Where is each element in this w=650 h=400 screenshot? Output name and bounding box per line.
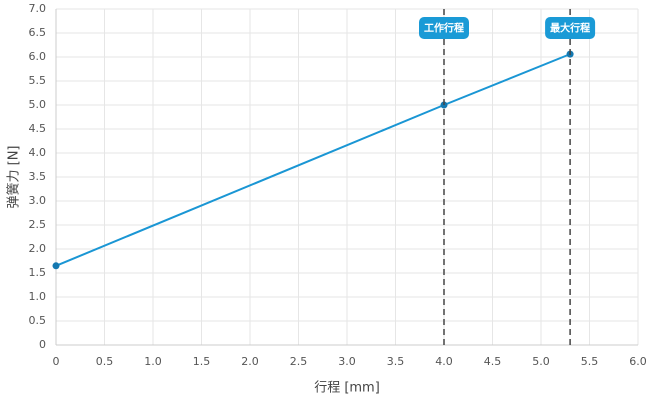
- x-tick-label: 4.0: [435, 355, 453, 368]
- x-tick-label: 1.5: [193, 355, 211, 368]
- y-tick-label: 5.0: [29, 98, 47, 111]
- annotation-box: [419, 17, 469, 39]
- y-tick-label: 2.0: [29, 242, 47, 255]
- x-axis-title: 行程 [mm]: [314, 381, 380, 396]
- y-tick-label: 1.0: [29, 290, 47, 303]
- y-axis-title: 弹簧力 [N]: [6, 145, 22, 208]
- annotation-label: 最大行程: [550, 22, 590, 35]
- y-tick-label: 4.0: [29, 146, 47, 159]
- annotation-label: 工作行程: [424, 22, 464, 35]
- annotation-box: [545, 17, 596, 39]
- x-tick-label: 4.5: [484, 355, 502, 368]
- y-tick-label: 6.0: [29, 50, 47, 63]
- x-tick-label: 3.5: [387, 355, 405, 368]
- x-tick-label: 6.0: [629, 355, 647, 368]
- y-tick-label: 4.5: [29, 122, 47, 135]
- x-tick-label: 0.5: [96, 355, 114, 368]
- y-tick-label: 1.5: [29, 266, 47, 279]
- x-tick-label: 2.5: [290, 355, 308, 368]
- point: [52, 262, 60, 270]
- x-tick-label: 1.0: [144, 355, 162, 368]
- y-tick-label: 0.5: [29, 314, 47, 327]
- x-tick-label: 5.5: [581, 355, 599, 368]
- y-tick-label: 5.5: [29, 74, 47, 87]
- y-tick-label: 3.5: [29, 170, 47, 183]
- y-tick-label: 6.5: [29, 26, 47, 39]
- y-tick-label: 0: [39, 338, 46, 351]
- x-tick-label: 0: [53, 355, 60, 368]
- y-tick-label: 7.0: [29, 2, 47, 15]
- x-tick-label: 2.0: [241, 355, 259, 368]
- x-tick-label: 3.0: [338, 355, 356, 368]
- x-tick-label: 5.0: [532, 355, 550, 368]
- y-tick-label: 2.5: [29, 218, 47, 231]
- y-tick-label: 3.0: [29, 194, 47, 207]
